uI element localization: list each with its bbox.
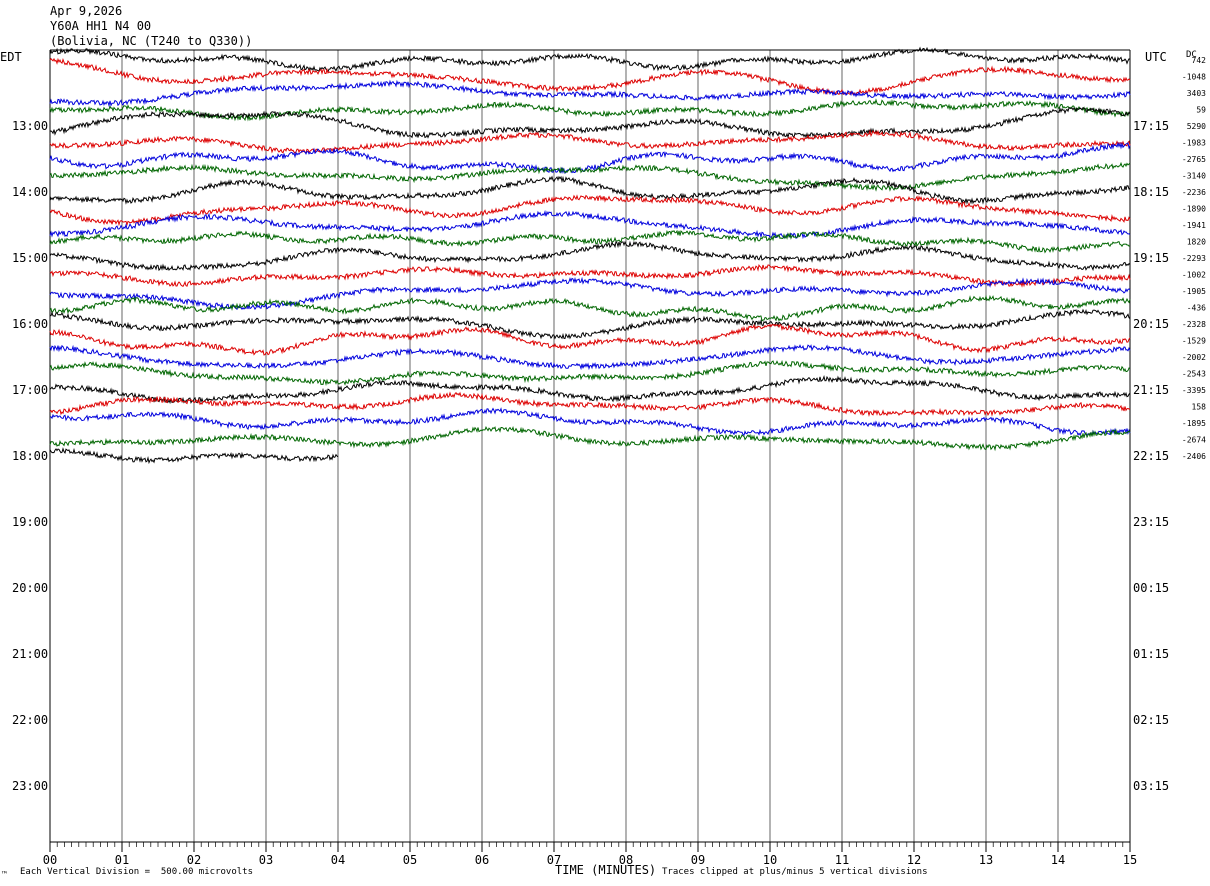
x-tick-label: 03 — [259, 853, 273, 867]
dc-offset-value: 3403 — [1187, 89, 1206, 98]
x-tick-label: 10 — [763, 853, 777, 867]
seismic-trace — [49, 209, 1131, 240]
edt-hour-label: 22:00 — [12, 713, 48, 727]
utc-hour-label: 18:15 — [1133, 185, 1169, 199]
header-location: (Bolivia, NC (T240 to Q330)) — [50, 34, 253, 48]
dc-offset-value: -2002 — [1182, 353, 1206, 362]
utc-hour-label: 00:15 — [1133, 581, 1169, 595]
x-tick-label: 14 — [1051, 853, 1065, 867]
seismic-trace — [49, 344, 1131, 371]
seismic-trace — [49, 229, 1131, 254]
x-tick-label: 13 — [979, 853, 993, 867]
seismic-trace — [49, 323, 1131, 356]
dc-offset-value: -2674 — [1182, 436, 1206, 445]
edt-hour-label: 15:00 — [12, 251, 48, 265]
seismic-trace — [49, 240, 1131, 272]
utc-hour-label: 23:15 — [1133, 515, 1169, 529]
dc-offset-value: -3395 — [1182, 386, 1206, 395]
utc-hour-label: 22:15 — [1133, 449, 1169, 463]
seismic-trace — [49, 375, 1131, 405]
seismic-trace — [49, 194, 1131, 227]
seismic-trace — [49, 294, 1131, 322]
x-tick-label: 08 — [619, 853, 633, 867]
seismic-trace — [49, 425, 1131, 452]
x-tick-label: 01 — [115, 853, 129, 867]
edt-hour-label: 20:00 — [12, 581, 48, 595]
seismic-trace — [49, 79, 1131, 108]
dc-offset-value: -2406 — [1182, 452, 1206, 461]
x-tick-label: 04 — [331, 853, 345, 867]
seismic-trace — [49, 407, 1131, 438]
edt-hour-label: 13:00 — [12, 119, 48, 133]
dc-offset-value: -1529 — [1182, 337, 1206, 346]
utc-hour-label: 21:15 — [1133, 383, 1169, 397]
edt-hour-label: 18:00 — [12, 449, 48, 463]
dc-offset-value: 158 — [1192, 403, 1207, 412]
dc-offset-value: -2328 — [1182, 320, 1206, 329]
x-tick-label: 11 — [835, 853, 849, 867]
edt-hour-label: 23:00 — [12, 779, 48, 793]
seismic-trace — [49, 107, 1131, 140]
seismic-trace — [49, 264, 1131, 288]
dc-offset-value: 1820 — [1187, 238, 1206, 247]
dc-offset-value: 59 — [1196, 106, 1206, 115]
utc-hour-label: 02:15 — [1133, 713, 1169, 727]
dc-offset-value: 742 — [1192, 56, 1207, 65]
x-tick-label: 06 — [475, 853, 489, 867]
seismic-trace — [49, 447, 339, 465]
seismic-trace — [49, 129, 1131, 154]
x-tick-label: 05 — [403, 853, 417, 867]
scale-note: Each Vertical Division = 500.00 microvol… — [20, 867, 253, 877]
edt-hour-label: 16:00 — [12, 317, 48, 331]
header-date: Apr 9,2026 — [50, 4, 123, 18]
x-tick-label: 12 — [907, 853, 921, 867]
x-tick-label: 02 — [187, 853, 201, 867]
header-station: Y60A HH1 N4 00 — [50, 19, 152, 33]
dc-offset-value: -2543 — [1182, 370, 1206, 379]
seismic-trace — [49, 308, 1131, 340]
x-tick-label: 00 — [43, 853, 57, 867]
seismic-trace — [49, 391, 1131, 417]
utc-hour-label: 01:15 — [1133, 647, 1169, 661]
dc-offset-value: -2293 — [1182, 254, 1206, 263]
dc-offset-value: -3140 — [1182, 172, 1206, 181]
seismic-trace — [49, 359, 1131, 386]
x-tick-label: 09 — [691, 853, 705, 867]
utc-hour-label: 20:15 — [1133, 317, 1169, 331]
dc-offset-value: -2236 — [1182, 188, 1206, 197]
x-tick-label: 07 — [547, 853, 561, 867]
seismic-trace — [49, 46, 1131, 73]
utc-hour-label: 03:15 — [1133, 779, 1169, 793]
dc-offset-value: -1048 — [1182, 73, 1206, 82]
dc-offset-label: DC — [1186, 50, 1197, 60]
dc-offset-value: -1941 — [1182, 221, 1206, 230]
utc-axis-label: UTC — [1145, 50, 1167, 64]
utc-hour-label: 17:15 — [1133, 119, 1169, 133]
clip-note: Traces clipped at plus/minus 5 vertical … — [662, 867, 928, 877]
edt-hour-label: 14:00 — [12, 185, 48, 199]
dc-offset-value: 5290 — [1187, 122, 1206, 131]
seismic-trace — [49, 57, 1131, 96]
edt-hour-label: 21:00 — [12, 647, 48, 661]
edt-hour-label: 17:00 — [12, 383, 48, 397]
utc-hour-label: 19:15 — [1133, 251, 1169, 265]
dc-offset-value: -436 — [1187, 304, 1206, 313]
seismic-trace — [49, 161, 1131, 192]
seismic-trace — [49, 141, 1131, 175]
corner-mark: ™ — [2, 870, 7, 879]
dc-offset-value: -2765 — [1182, 155, 1206, 164]
dc-offset-value: -1895 — [1182, 419, 1206, 428]
dc-offset-value: -1983 — [1182, 139, 1206, 148]
x-tick-label: 15 — [1123, 853, 1137, 867]
edt-axis-label: EDT — [0, 50, 22, 64]
edt-hour-label: 19:00 — [12, 515, 48, 529]
dc-offset-value: -1890 — [1182, 205, 1206, 214]
seismic-trace — [49, 175, 1131, 205]
x-axis-title: TIME (MINUTES) — [555, 863, 657, 877]
dc-offset-value: -1002 — [1182, 271, 1206, 280]
chart-header: Apr 9,2026 Y60A HH1 N4 00 (Bolivia, NC (… — [50, 4, 252, 49]
dc-offset-value: -1905 — [1182, 287, 1206, 296]
